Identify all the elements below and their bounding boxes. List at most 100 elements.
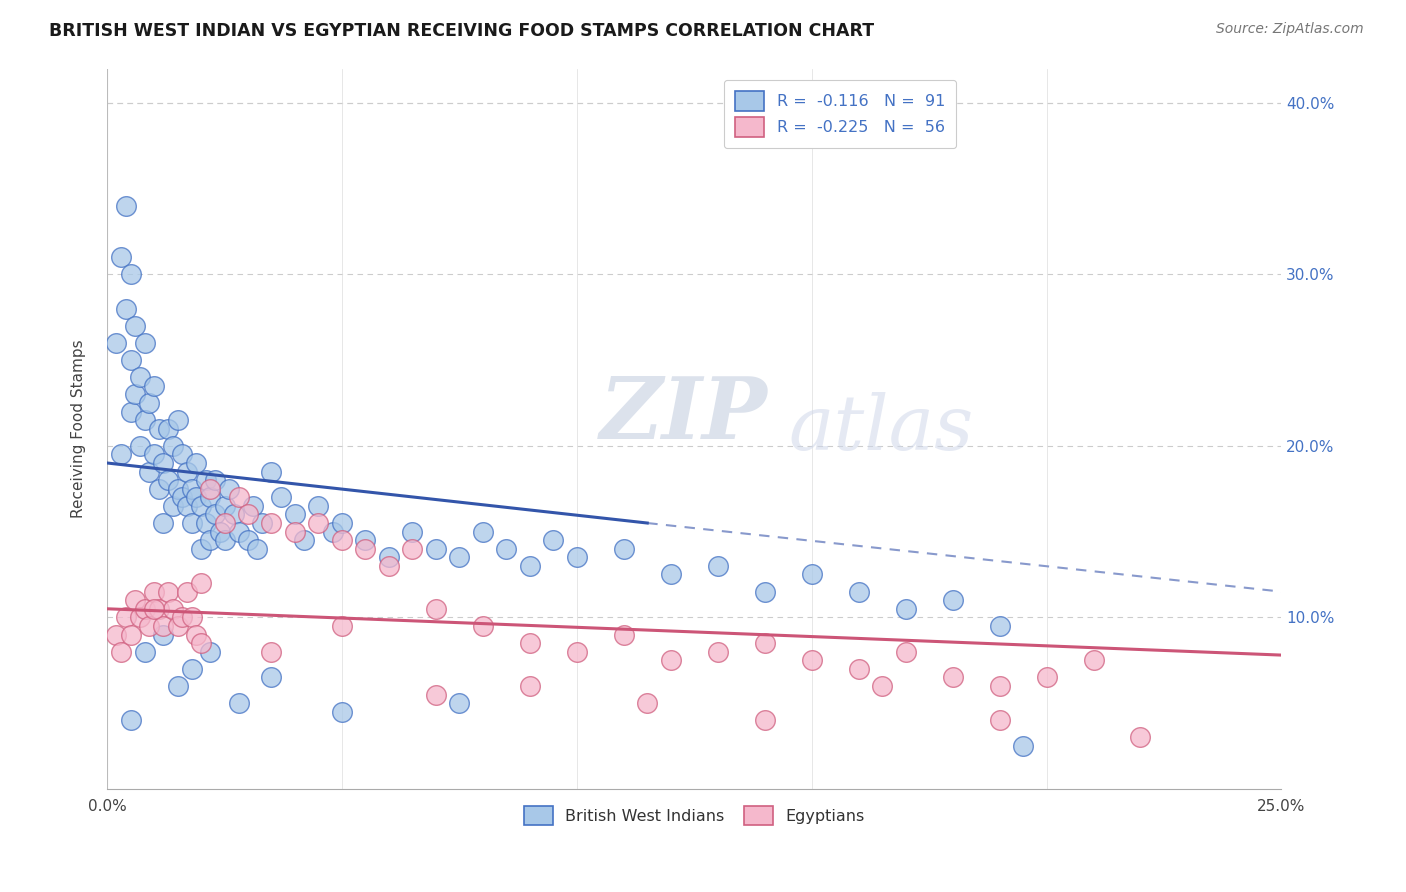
Point	[307, 516, 329, 530]
Point	[166, 619, 188, 633]
Point	[800, 653, 823, 667]
Point	[186, 456, 208, 470]
Point	[659, 567, 682, 582]
Point	[1012, 739, 1035, 753]
Point	[250, 516, 273, 530]
Point	[636, 696, 658, 710]
Point	[120, 353, 142, 368]
Point	[894, 645, 917, 659]
Point	[449, 696, 471, 710]
Point	[180, 482, 202, 496]
Point	[172, 447, 194, 461]
Point	[495, 541, 517, 556]
Point	[519, 636, 541, 650]
Point	[988, 679, 1011, 693]
Point	[214, 499, 236, 513]
Point	[236, 533, 259, 548]
Point	[190, 636, 212, 650]
Point	[148, 482, 170, 496]
Point	[166, 413, 188, 427]
Point	[129, 610, 152, 624]
Point	[214, 516, 236, 530]
Point	[242, 499, 264, 513]
Point	[270, 491, 292, 505]
Point	[194, 473, 217, 487]
Point	[613, 627, 636, 641]
Point	[166, 679, 188, 693]
Point	[152, 619, 174, 633]
Point	[172, 610, 194, 624]
Point	[157, 584, 180, 599]
Point	[157, 473, 180, 487]
Point	[425, 541, 447, 556]
Point	[870, 679, 893, 693]
Point	[148, 601, 170, 615]
Point	[162, 439, 184, 453]
Text: BRITISH WEST INDIAN VS EGYPTIAN RECEIVING FOOD STAMPS CORRELATION CHART: BRITISH WEST INDIAN VS EGYPTIAN RECEIVIN…	[49, 22, 875, 40]
Point	[565, 645, 588, 659]
Point	[180, 662, 202, 676]
Y-axis label: Receiving Food Stamps: Receiving Food Stamps	[72, 339, 86, 518]
Point	[354, 533, 377, 548]
Point	[754, 636, 776, 650]
Point	[330, 619, 353, 633]
Text: Source: ZipAtlas.com: Source: ZipAtlas.com	[1216, 22, 1364, 37]
Point	[228, 696, 250, 710]
Point	[180, 516, 202, 530]
Point	[190, 576, 212, 591]
Point	[204, 508, 226, 522]
Point	[120, 713, 142, 727]
Point	[894, 601, 917, 615]
Point	[401, 524, 423, 539]
Point	[120, 404, 142, 418]
Point	[222, 508, 245, 522]
Point	[157, 422, 180, 436]
Point	[138, 396, 160, 410]
Point	[307, 499, 329, 513]
Point	[848, 662, 870, 676]
Point	[848, 584, 870, 599]
Point	[152, 627, 174, 641]
Point	[988, 619, 1011, 633]
Point	[120, 268, 142, 282]
Point	[378, 550, 401, 565]
Point	[143, 601, 166, 615]
Point	[180, 610, 202, 624]
Point	[138, 619, 160, 633]
Point	[129, 370, 152, 384]
Point	[292, 533, 315, 548]
Point	[200, 482, 222, 496]
Point	[143, 379, 166, 393]
Point	[322, 524, 344, 539]
Point	[129, 439, 152, 453]
Point	[706, 558, 728, 573]
Point	[186, 491, 208, 505]
Point	[659, 653, 682, 667]
Point	[330, 533, 353, 548]
Point	[134, 645, 156, 659]
Point	[152, 516, 174, 530]
Point	[260, 670, 283, 684]
Point	[200, 491, 222, 505]
Point	[124, 387, 146, 401]
Point	[162, 499, 184, 513]
Point	[176, 584, 198, 599]
Point	[115, 199, 138, 213]
Point	[214, 533, 236, 548]
Point	[190, 541, 212, 556]
Point	[471, 619, 494, 633]
Point	[110, 447, 132, 461]
Point	[260, 465, 283, 479]
Point	[143, 447, 166, 461]
Point	[706, 645, 728, 659]
Point	[162, 601, 184, 615]
Point	[115, 610, 138, 624]
Point	[105, 627, 128, 641]
Point	[425, 601, 447, 615]
Point	[124, 593, 146, 607]
Point	[519, 558, 541, 573]
Point	[200, 645, 222, 659]
Point	[378, 558, 401, 573]
Point	[134, 335, 156, 350]
Point	[208, 524, 231, 539]
